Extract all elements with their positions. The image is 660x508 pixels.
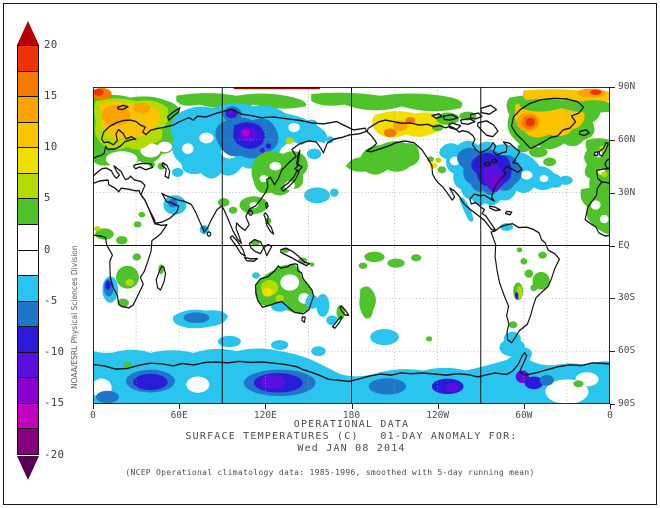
y-tick-mark xyxy=(610,139,615,141)
y-tick-mark xyxy=(610,245,615,247)
colorbar-segment xyxy=(18,223,38,250)
y-tick-label: 30S xyxy=(618,292,636,304)
x-tick-label: 60W xyxy=(515,410,533,421)
x-tick-mark xyxy=(610,404,611,409)
colorbar-label: 5 xyxy=(44,192,51,205)
colorbar-label: 10 xyxy=(44,141,58,153)
coastlines xyxy=(93,97,610,383)
colorbar-segment xyxy=(18,300,38,327)
colorbar-label: 15 xyxy=(44,89,58,102)
colorbar-segment xyxy=(18,46,38,71)
y-tick-label: 60S xyxy=(618,345,636,357)
colorbar-segments xyxy=(17,45,39,455)
colorbar-segment xyxy=(18,172,38,199)
colorbar-segment xyxy=(18,326,38,352)
watermark-noaa-esrl: NOAA/ESRL Physical Sciences Division xyxy=(70,245,79,389)
colorbar-segment xyxy=(18,428,38,454)
y-tick-mark xyxy=(610,298,615,300)
x-tick-label: 0 xyxy=(607,410,613,421)
x-tick-label: 60E xyxy=(170,410,188,421)
colorbar-segment xyxy=(18,377,38,403)
x-tick-mark xyxy=(265,404,267,409)
y-tick-mark xyxy=(610,351,615,353)
y-tick-label: 90S xyxy=(618,398,636,409)
x-tick-mark xyxy=(351,404,353,409)
colorbar-segment xyxy=(18,96,38,122)
x-tick-mark xyxy=(523,404,525,409)
x-tick-mark xyxy=(179,404,181,409)
colorbar-segment xyxy=(18,70,38,97)
colorbar-segment xyxy=(18,402,38,429)
colorbar-segment xyxy=(18,147,38,173)
colorbar-arrow-below-minus20 xyxy=(17,456,39,480)
y-tick-mark xyxy=(610,87,615,88)
x-tick-label: 180 xyxy=(342,410,361,421)
x-tick-mark xyxy=(93,404,94,409)
colorbar-label: -5 xyxy=(44,294,58,307)
y-tick-label: 90N xyxy=(618,81,636,92)
world-map-canvas xyxy=(93,87,610,404)
colorbar-segment xyxy=(18,121,38,148)
y-tick-label: EQ xyxy=(618,239,630,251)
footnote-climatology: (NCEP Operational climatology data: 1985… xyxy=(125,468,535,477)
colorbar-label: 0 xyxy=(44,243,51,256)
colorbar-segment xyxy=(18,351,38,378)
title-date: Wed JAN 08 2014 xyxy=(297,443,406,454)
colorbar-label: 20 xyxy=(44,38,58,51)
x-tick-label: 0 xyxy=(90,410,96,421)
colorbar-label: -15 xyxy=(44,397,65,410)
colorbar-segment xyxy=(18,249,38,276)
x-tick-label: 120E xyxy=(253,410,277,421)
x-tick-label: 120W xyxy=(426,410,450,421)
y-tick-mark xyxy=(610,192,615,194)
colorbar-segment xyxy=(18,198,38,224)
y-tick-label: 30N xyxy=(618,186,636,198)
title-surface-temperatures: SURFACE TEMPERATURES (C) 01-DAY ANOMALY … xyxy=(185,431,518,442)
title-operational-data: OPERATIONAL DATA xyxy=(293,419,410,430)
colorbar-label: -20 xyxy=(44,448,65,461)
colorbar-arrow-above-20 xyxy=(17,21,39,45)
y-tick-mark xyxy=(610,404,615,405)
colorbar-label: -10 xyxy=(44,346,65,358)
graticule-solid xyxy=(93,87,610,404)
anomaly-fills xyxy=(93,87,610,404)
y-tick-label: 60N xyxy=(618,133,636,145)
x-tick-mark xyxy=(437,404,439,409)
colorbar-segment xyxy=(18,275,38,301)
